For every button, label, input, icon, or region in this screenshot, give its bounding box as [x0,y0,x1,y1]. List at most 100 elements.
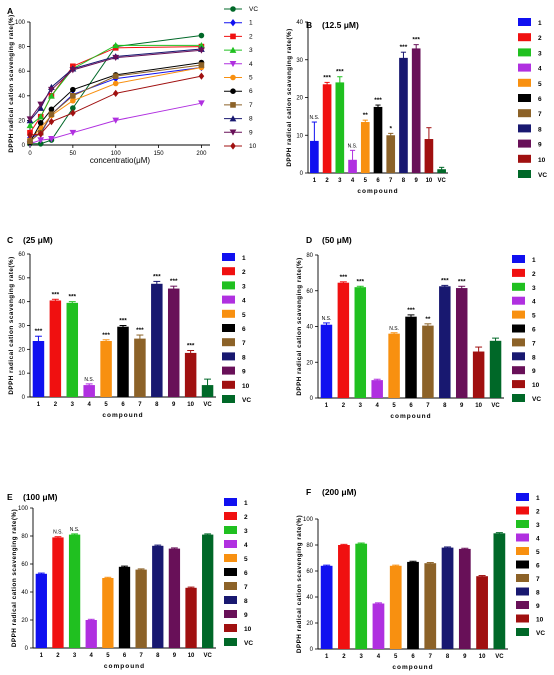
y-tick-label: 40 [306,595,313,601]
y-tick-label: 20 [18,347,25,353]
legend-marker [230,102,236,108]
x-tick-label: 3 [338,178,342,184]
chart-title: (100 μM) [23,492,58,502]
legend-label: 6 [536,563,540,570]
data-point [37,104,45,111]
chart-title: (200 μM) [322,487,357,497]
legend-label: 2 [538,35,542,42]
data-point [112,54,120,62]
legend-label: 3 [249,47,253,54]
data-point [27,131,33,139]
significance-label: *** [136,327,144,334]
legend-item: 5 [224,554,248,563]
legend-item: 6 [512,324,536,334]
bar [35,573,47,648]
x-tick-label: 100 [111,151,122,157]
legend-item: 7 [224,582,248,591]
bar [371,380,383,398]
x-tick-label: 3 [73,653,77,659]
legend-item: 7 [512,338,536,347]
legend-marker [229,129,237,136]
legend-label: 5 [242,312,246,319]
x-axis-label: compound [390,413,431,420]
legend-swatch [224,610,237,618]
data-point [112,89,119,97]
panel-label: C [7,235,13,245]
legend-label: 9 [532,368,536,375]
legend-label: 2 [242,269,246,276]
bar [422,325,434,398]
legend-item: 5 [224,75,253,82]
legend-item: VC [516,628,545,637]
legend-item: VC [512,394,541,403]
legend-item: 10 [518,154,546,164]
legend-label: 2 [536,509,540,516]
legend-label: 5 [538,81,542,88]
legend-item: 8 [222,352,246,361]
legend-item: 2 [222,267,246,276]
legend-label: 1 [532,257,536,264]
legend-swatch [512,282,525,291]
series-line [29,49,202,120]
y-tick-label: 40 [21,590,28,596]
y-axis-label: DPPH radical cation scavenging rate(%) [296,515,303,653]
bar [493,533,506,649]
chart-title: (50 μM) [322,235,352,245]
y-tick-label: 10 [296,133,303,139]
y-axis-label: DPPH radical cation scavenging rate(%) [286,28,293,166]
legend-label: 8 [249,116,253,123]
bar [355,543,368,649]
legend-label: 2 [532,271,536,278]
legend-swatch [512,310,525,319]
bar [335,82,345,173]
y-tick-label: 10 [18,371,25,377]
series-line [29,102,202,145]
bar [152,545,164,648]
data-point [70,97,76,104]
legend-swatch [516,628,529,636]
data-point [198,100,205,107]
legend-swatch [512,380,525,389]
legend-label: 2 [249,33,253,40]
significance-label: *** [102,332,110,339]
legend-item: VC [518,170,547,179]
legend-item: 6 [224,88,253,95]
legend-swatch [224,498,237,506]
legend-item: 8 [512,352,536,361]
legend-label: 9 [242,369,246,376]
legend-swatch [224,568,237,576]
significance-label: N.S. [348,143,358,149]
x-tick-label: VC [437,178,446,184]
x-tick-label: 0 [28,151,32,157]
y-tick-label: 60 [306,569,313,575]
legend-swatch [224,582,237,590]
bar [360,122,370,173]
legend-item: 7 [518,109,542,118]
bar [389,565,402,649]
legend-swatch [222,366,235,375]
x-tick-label: 4 [351,178,355,184]
legend-label: VC [538,172,547,179]
y-tick-label: 40 [296,20,303,26]
bar [66,302,79,397]
series-9 [26,47,205,123]
legend-marker [229,46,237,53]
y-axis-label: DPPH radical cation scavenging rate(%) [8,256,15,394]
panel-label: B [306,20,312,30]
legend-item: 6 [222,324,246,333]
x-tick-label: 4 [88,402,92,408]
y-tick-label: 20 [18,118,25,124]
x-tick-label: 5 [392,403,396,409]
legend-label: 10 [538,157,546,164]
y-tick-label: 20 [306,621,313,627]
data-point [27,138,33,145]
legend-marker [230,74,236,81]
legend-swatch [224,512,237,520]
legend-label: 1 [244,500,248,507]
x-tick-label: 6 [123,653,127,659]
legend-swatch [518,124,531,133]
legend-label: 10 [244,626,252,633]
legend-label: 5 [536,549,540,556]
y-tick-label: 100 [303,517,314,523]
legend-item: VC [224,638,253,647]
